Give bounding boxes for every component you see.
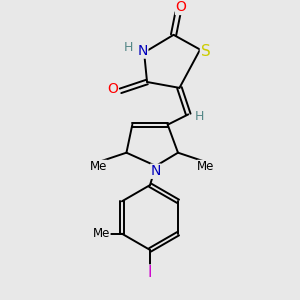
Text: H: H [124, 41, 134, 54]
Text: O: O [107, 82, 118, 96]
Text: H: H [195, 110, 204, 123]
Text: S: S [200, 44, 210, 59]
Text: Me: Me [90, 160, 107, 173]
Text: O: O [176, 0, 186, 14]
Text: Me: Me [93, 227, 110, 240]
Text: Me: Me [197, 160, 215, 173]
Text: N: N [137, 44, 148, 58]
Text: N: N [151, 164, 161, 178]
Text: I: I [148, 265, 152, 280]
